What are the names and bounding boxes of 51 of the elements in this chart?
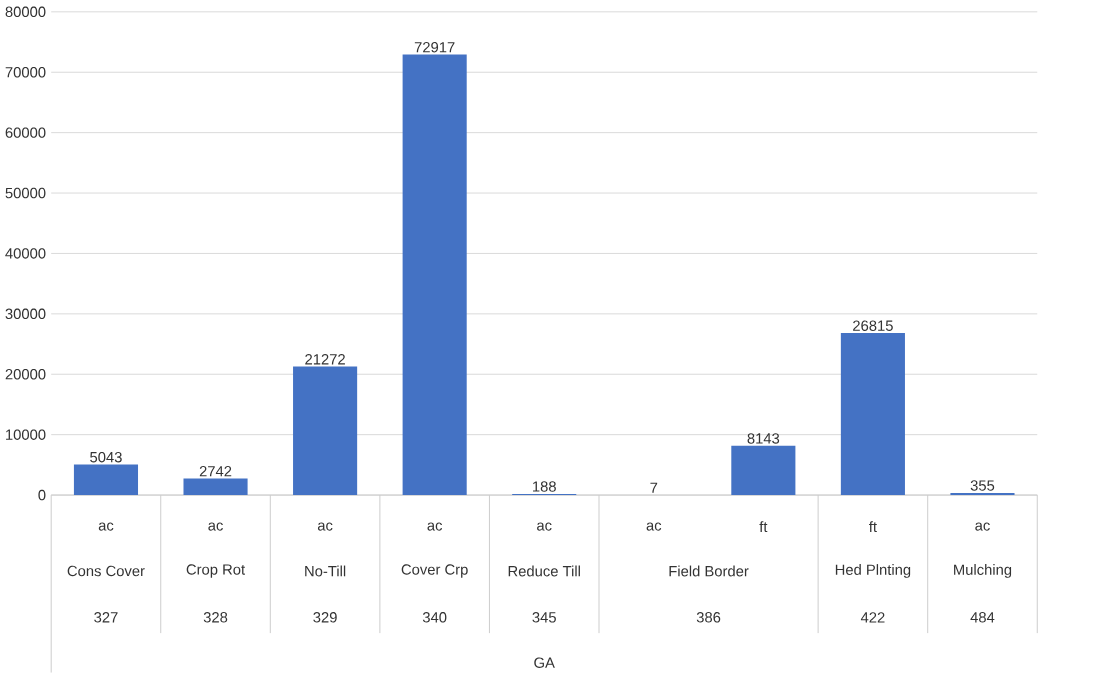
data-label: 188 bbox=[533, 481, 556, 492]
y-tick-label: 50000 bbox=[5, 187, 46, 199]
text: 328 bbox=[203, 611, 228, 623]
text: Field Border bbox=[669, 565, 749, 577]
y-tick-label: 10000 bbox=[6, 429, 46, 440]
text: 340 bbox=[422, 611, 447, 623]
text: Cons Cover bbox=[67, 565, 145, 576]
bar bbox=[293, 366, 358, 495]
text: 345 bbox=[532, 611, 556, 623]
text: No-Till bbox=[305, 565, 346, 577]
y-tick-label: 40000 bbox=[5, 247, 46, 259]
text: 484 bbox=[970, 611, 995, 623]
text: Hed Plnting bbox=[835, 563, 911, 578]
text: Crop Rot bbox=[186, 564, 245, 578]
data-label: 355 bbox=[970, 480, 995, 491]
x-tick-label: ac bbox=[317, 522, 333, 531]
y-tick-label: 0 bbox=[38, 489, 46, 501]
data-label: 7 bbox=[650, 482, 658, 493]
text: 327 bbox=[94, 611, 118, 623]
data-label: 26815 bbox=[853, 320, 893, 331]
bar bbox=[73, 464, 139, 495]
data-label: 5043 bbox=[90, 451, 122, 463]
x-tick-label: ac bbox=[427, 522, 443, 531]
x-tick-label: ft bbox=[869, 520, 877, 532]
bar bbox=[840, 332, 905, 495]
y-tick-label: 30000 bbox=[5, 308, 46, 319]
text: Mulching bbox=[954, 563, 1012, 578]
x-tick-label: ac bbox=[98, 522, 114, 531]
data-label: 72917 bbox=[414, 41, 455, 53]
bar bbox=[731, 445, 796, 495]
x-tick-label: ac bbox=[975, 522, 990, 531]
data-label: 8143 bbox=[747, 432, 780, 444]
data-label: 21272 bbox=[305, 353, 345, 365]
data-label: 2742 bbox=[199, 465, 232, 477]
x-tick-label: ac bbox=[646, 522, 662, 531]
text: 329 bbox=[313, 611, 337, 623]
x-tick-label: ac bbox=[208, 522, 223, 531]
text: 386 bbox=[696, 611, 721, 623]
y-tick-label: 20000 bbox=[5, 368, 46, 380]
x-tick-label: ft bbox=[759, 520, 768, 532]
bar bbox=[950, 492, 1015, 495]
x-tick-label: ac bbox=[537, 522, 552, 531]
y-tick-label: 70000 bbox=[5, 66, 46, 78]
bar bbox=[402, 54, 467, 495]
text: 422 bbox=[860, 611, 885, 623]
text: GA bbox=[534, 657, 555, 668]
y-tick-label: 60000 bbox=[5, 127, 46, 138]
y-tick-label: 80000 bbox=[5, 6, 46, 17]
text: Reduce Till bbox=[508, 565, 580, 577]
bar bbox=[183, 478, 248, 495]
text: Cover Crp bbox=[401, 564, 468, 578]
